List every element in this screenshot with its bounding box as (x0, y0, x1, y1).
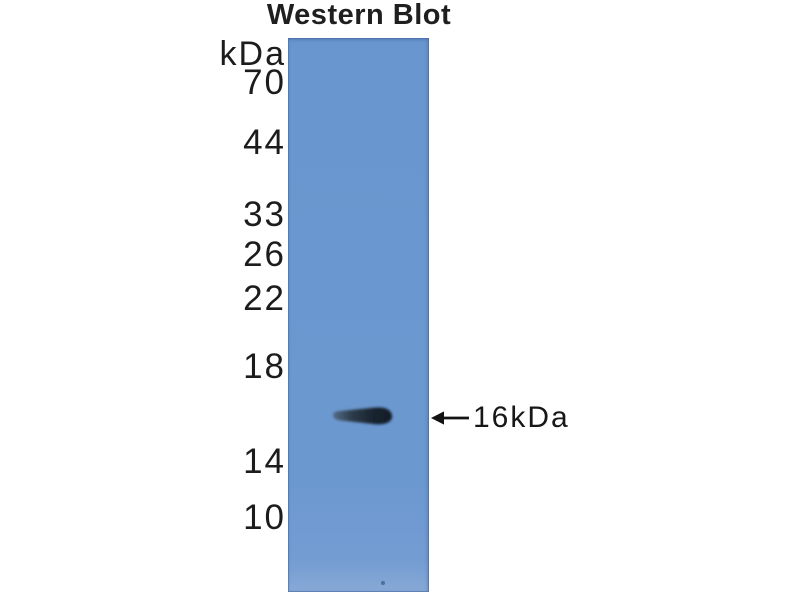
band-annotation: 16kDa (430, 402, 570, 434)
mw-marker-18: 18 (243, 347, 286, 386)
gel-lane (288, 38, 429, 592)
band-annotation-label: 16kDa (473, 401, 570, 434)
gel-artifact-speck (381, 581, 385, 585)
figure-title: Western Blot (266, 0, 452, 31)
mw-marker-14: 14 (243, 442, 286, 481)
mw-marker-33: 33 (243, 195, 286, 234)
mw-marker-10: 10 (243, 498, 286, 537)
mw-marker-70: 70 (243, 63, 286, 102)
mw-marker-22: 22 (243, 279, 286, 318)
kda-unit-label: kDa (219, 35, 286, 73)
protein-band (333, 407, 393, 425)
left-arrow-icon (431, 411, 469, 425)
mw-marker-44: 44 (243, 123, 286, 162)
mw-marker-26: 26 (243, 235, 286, 274)
